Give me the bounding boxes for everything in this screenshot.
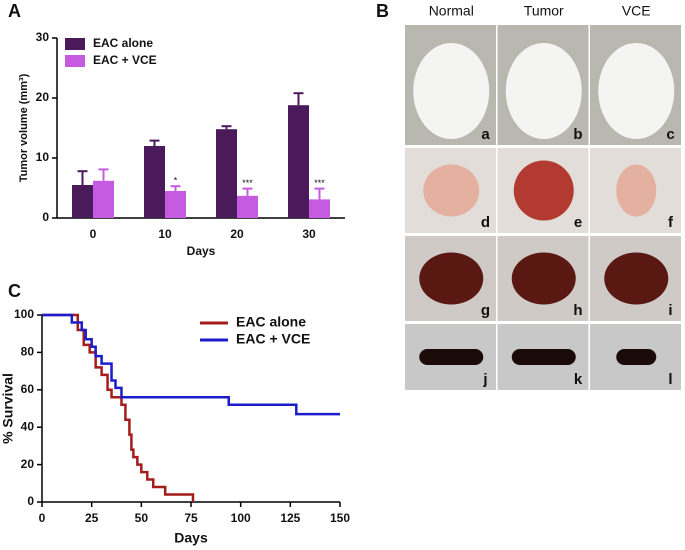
significance-label: * xyxy=(174,176,178,186)
bar xyxy=(309,199,330,218)
x-tick-label: 75 xyxy=(184,511,198,525)
bar xyxy=(216,129,237,218)
y-tick-label: 40 xyxy=(21,419,35,433)
photo-label: c xyxy=(666,126,674,143)
photo-label: l xyxy=(668,371,672,388)
y-axis-title: % Survival xyxy=(0,373,16,444)
photo-label: f xyxy=(668,214,674,231)
bar xyxy=(93,180,114,218)
x-tick-label: 25 xyxy=(85,511,99,525)
bar xyxy=(288,105,309,218)
photo-label: a xyxy=(481,126,490,143)
tumor xyxy=(616,164,657,217)
mouse xyxy=(505,43,582,139)
y-tick-label: 100 xyxy=(14,307,34,321)
photo-label: j xyxy=(482,371,487,388)
legend-label: EAC alone xyxy=(93,36,153,50)
legend-label: EAC alone xyxy=(236,314,306,330)
legend-label: EAC + VCE xyxy=(93,53,157,67)
significance-label: *** xyxy=(314,178,325,188)
legend-swatch xyxy=(65,55,85,67)
survival-line xyxy=(42,313,195,502)
column-header: Tumor xyxy=(524,3,564,19)
liver xyxy=(419,252,484,305)
spleen xyxy=(511,349,576,365)
y-tick-label: 0 xyxy=(42,210,49,224)
x-tick-label: 20 xyxy=(230,227,244,241)
column-header: Normal xyxy=(429,3,474,19)
y-tick-label: 80 xyxy=(21,345,35,359)
mouse xyxy=(413,43,490,139)
tumor xyxy=(513,160,574,221)
significance-label: *** xyxy=(242,178,253,188)
bar xyxy=(237,195,258,218)
panel-label: A xyxy=(8,1,21,21)
photo-label: h xyxy=(573,302,582,319)
photo-label: g xyxy=(481,302,490,319)
photo-label: b xyxy=(573,126,582,143)
liver xyxy=(604,252,669,305)
y-axis-title: Tumor volume (mm³) xyxy=(18,73,30,182)
legend-swatch xyxy=(65,38,85,50)
y-tick-label: 0 xyxy=(27,494,34,508)
bar xyxy=(165,191,186,218)
y-tick-label: 20 xyxy=(21,457,35,471)
x-axis-title: Days xyxy=(187,244,216,258)
photo-label: i xyxy=(668,302,672,319)
photo-label: e xyxy=(574,214,582,231)
y-tick-label: 30 xyxy=(36,30,50,44)
survival-line xyxy=(42,313,340,416)
x-tick-label: 10 xyxy=(158,227,172,241)
legend-label: EAC + VCE xyxy=(236,331,310,347)
x-tick-label: 0 xyxy=(39,511,46,525)
bar xyxy=(144,146,165,218)
y-tick-label: 60 xyxy=(21,382,35,396)
tumor xyxy=(423,164,480,217)
photo-label: k xyxy=(574,371,583,388)
spleen xyxy=(616,349,657,365)
mouse xyxy=(598,43,675,139)
spleen xyxy=(419,349,484,365)
photo-label: d xyxy=(481,214,490,231)
bar xyxy=(72,185,93,218)
y-tick-label: 10 xyxy=(36,150,50,164)
column-header: VCE xyxy=(622,3,651,19)
x-tick-label: 0 xyxy=(90,227,97,241)
x-tick-label: 150 xyxy=(330,511,350,525)
x-tick-label: 50 xyxy=(135,511,149,525)
liver xyxy=(511,252,576,305)
panel-label: C xyxy=(8,281,21,301)
x-tick-label: 30 xyxy=(302,227,316,241)
panel-label: B xyxy=(376,1,389,21)
y-tick-label: 20 xyxy=(36,90,50,104)
x-tick-label: 100 xyxy=(231,511,251,525)
x-axis-title: Days xyxy=(174,530,208,546)
x-tick-label: 125 xyxy=(280,511,300,525)
